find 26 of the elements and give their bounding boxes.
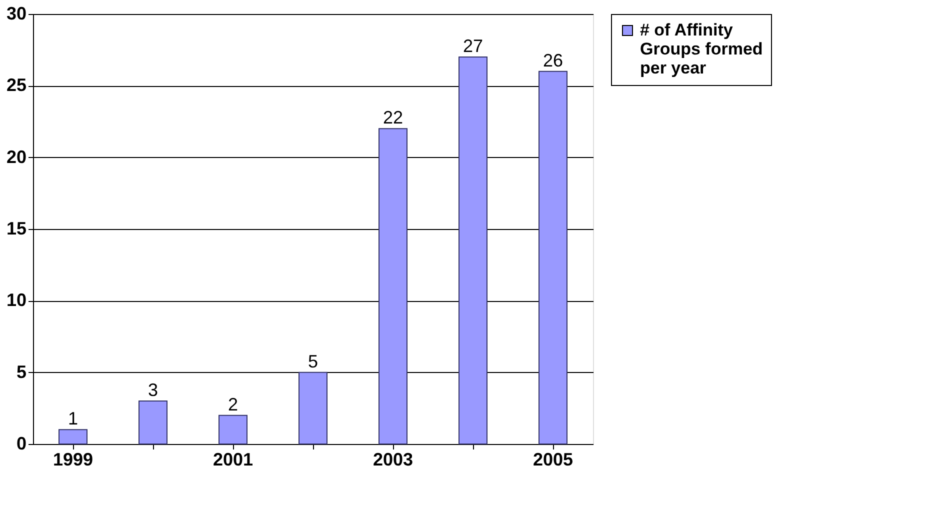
y-tick-label: 25 (6, 75, 26, 96)
data-label: 1 (68, 408, 78, 429)
bar (218, 414, 248, 444)
y-tick-label: 20 (6, 146, 26, 167)
x-tick-label: 2001 (212, 450, 254, 470)
data-label: 2 (228, 394, 238, 414)
data-label: 5 (308, 351, 318, 372)
bar (298, 372, 328, 444)
data-label: 27 (462, 36, 484, 56)
x-tick-label: 2005 (532, 450, 574, 470)
y-tick-label: 0 (16, 434, 26, 454)
bar (58, 429, 88, 444)
x-tick-label: 1999 (52, 450, 94, 470)
data-label: 3 (148, 380, 158, 400)
data-label: 22 (382, 108, 404, 128)
y-tick-label: 10 (6, 290, 26, 310)
bar (378, 128, 408, 444)
y-tick-label: 5 (16, 362, 26, 382)
legend-label: # of Affinity Groups formed per year (640, 20, 763, 78)
data-label: 26 (542, 50, 564, 70)
y-tick-label: 30 (6, 4, 26, 24)
bar (538, 70, 568, 444)
bar (458, 56, 488, 444)
y-tick-label: 15 (6, 218, 26, 238)
bar (138, 400, 168, 444)
x-tick-label: 2003 (372, 450, 414, 470)
